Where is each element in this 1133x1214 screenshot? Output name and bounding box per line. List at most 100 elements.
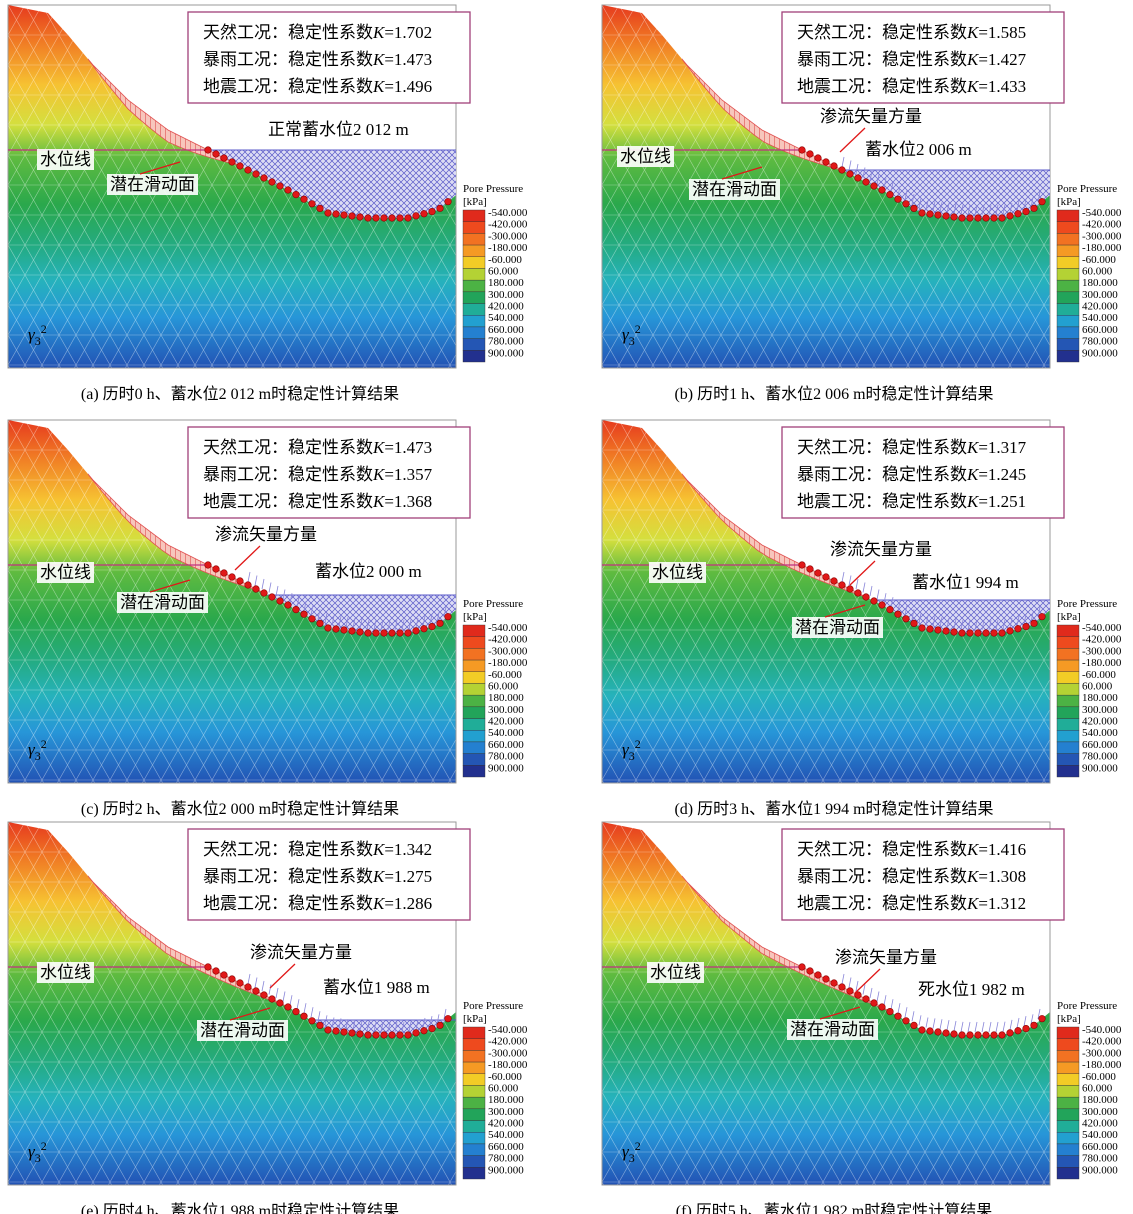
legend-swatch [1056, 1108, 1080, 1121]
stability-box [187, 426, 471, 519]
legend-swatch [1056, 648, 1080, 661]
stability-box [781, 828, 1065, 921]
legend-label: 60.000 [488, 1082, 519, 1094]
stratum: γ32 [28, 322, 47, 348]
seepage-arrow [234, 545, 261, 571]
slip-point [950, 1030, 958, 1038]
seepage-vector [932, 616, 936, 627]
slip-arrow [819, 1006, 861, 1020]
legend-label: -540.000 [488, 1024, 528, 1036]
seepage-vector [988, 204, 992, 216]
legend-swatch [462, 1026, 486, 1039]
slip-point [268, 995, 276, 1003]
legend-swatch [462, 730, 486, 743]
legend-swatch [1056, 1155, 1080, 1168]
reservoir: 蓄水位1 994 m [912, 573, 1019, 592]
legend-swatch [1056, 233, 1080, 246]
stability-var: K [966, 867, 980, 886]
legend-label: -540.000 [1082, 207, 1122, 219]
legend-swatch [1056, 1026, 1080, 1039]
legend-swatch [1056, 303, 1080, 316]
stability-text: 暴雨工况：稳定性系数 [203, 867, 373, 886]
seepage-vector [408, 619, 412, 630]
legend-swatch [462, 671, 486, 684]
water_line-bg [37, 149, 94, 170]
seepage-vector [303, 1003, 307, 1014]
slip-point [854, 174, 862, 182]
slip-point [268, 593, 276, 601]
panel: 天然工况：稳定性系数K=1.342暴雨工况：稳定性系数K=1.275地震工况：稳… [7, 821, 528, 1214]
water-line: 水位线 [40, 563, 91, 582]
slip-point [388, 629, 396, 637]
slip-point [958, 1031, 966, 1039]
water-line: 水位线 [620, 147, 671, 166]
slip-point [878, 601, 886, 609]
seepage-arrow [854, 968, 881, 994]
seepage-vector [303, 601, 307, 612]
stability-var: K [966, 23, 980, 42]
legend-label: 180.000 [488, 692, 524, 704]
stratum-sub: 3 [35, 749, 41, 763]
seepage-vector [932, 201, 936, 212]
seepage-vector [436, 612, 440, 623]
seepage-vector [1023, 614, 1027, 625]
legend-label: 300.000 [488, 704, 524, 716]
legend-label: 780.000 [1082, 336, 1118, 348]
slip-point [1014, 625, 1022, 633]
seepage-vector [366, 1021, 370, 1032]
seepage-vector [1009, 202, 1013, 213]
slip-point [364, 629, 372, 637]
stability-var: K [372, 867, 386, 886]
slip-point [910, 1021, 918, 1029]
legend-swatch [1056, 765, 1080, 778]
seepage-vector [317, 609, 321, 620]
slip-point [886, 191, 894, 199]
slip-point [396, 1031, 404, 1039]
seepage-vector [282, 991, 286, 1002]
seepage-vector [1002, 204, 1006, 215]
slip-point [380, 1031, 388, 1039]
seepage-vector [422, 1017, 426, 1029]
stability-text: 天然工况：稳定性系数 [797, 438, 967, 457]
seepage: 渗流矢量方量 [215, 525, 317, 544]
slip-point [798, 561, 806, 569]
legend-label: -420.000 [488, 1036, 528, 1048]
seepage-vector [310, 605, 314, 616]
panel: 天然工况：稳定性系数K=1.416暴雨工况：稳定性系数K=1.308地震工况：稳… [601, 821, 1122, 1214]
slip-point [340, 1028, 348, 1036]
caption: (c) 历时2 h、蓄水位2 000 m时稳定性计算结果 [81, 799, 399, 818]
slip-point [806, 150, 814, 158]
slip-point [212, 967, 220, 975]
seepage-vector [967, 204, 971, 216]
legend-title: Pore Pressure [463, 598, 523, 610]
stability-text: 天然工况：稳定性系数 [203, 23, 373, 42]
caption: (d) 历时3 h、蓄水位1 994 m时稳定性计算结果 [674, 799, 993, 818]
slip-point [942, 627, 950, 635]
slip-point [244, 581, 252, 589]
slip-surface: 潜在滑动面 [200, 1021, 285, 1040]
legend-swatch [462, 659, 486, 672]
slip-point [966, 1031, 974, 1039]
legend-label: -420.000 [1082, 1036, 1122, 1048]
slip-point [316, 204, 324, 212]
slip-point [428, 623, 436, 631]
legend-title: Pore Pressure [1057, 598, 1117, 610]
seepage-vector [967, 619, 971, 631]
seepage-vector [359, 1020, 363, 1032]
legend-swatch [462, 636, 486, 649]
stability-value: =1.342 [384, 840, 432, 859]
stability-box [187, 11, 471, 104]
slip-point [1030, 619, 1038, 627]
stability-box [781, 426, 1065, 519]
seepage-vector [1016, 615, 1020, 627]
legend-swatch [1056, 636, 1080, 649]
legend-label: -300.000 [488, 1047, 528, 1059]
stability-line: 天然工况：稳定性系数K=1.585 [797, 23, 1026, 42]
legend-swatch [1056, 338, 1080, 351]
stratum-sup: 2 [635, 737, 641, 751]
slip-point [316, 1021, 324, 1029]
slip-point [886, 606, 894, 614]
legend-title: Pore Pressure [1057, 183, 1117, 195]
slip-arrow [824, 604, 866, 618]
stability-value: =1.427 [978, 50, 1026, 69]
